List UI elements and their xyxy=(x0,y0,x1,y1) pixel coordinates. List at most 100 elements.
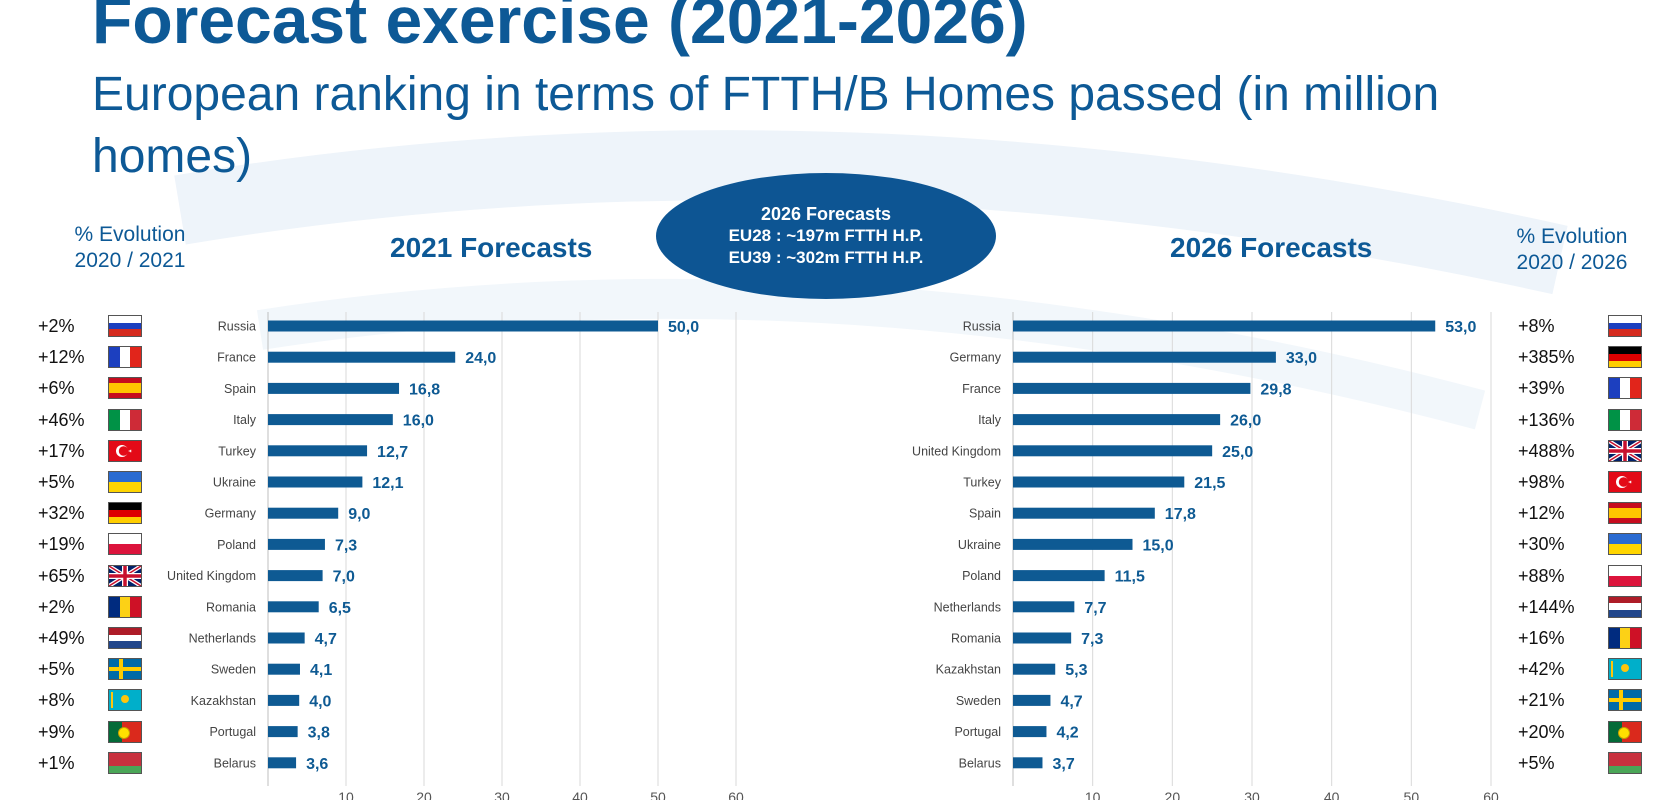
flag-netherlands-icon xyxy=(108,627,142,649)
evolution-value: +21% xyxy=(1518,690,1565,711)
data-label: 15,0 xyxy=(1143,537,1174,554)
category-label: Kazakhstan xyxy=(191,694,256,708)
bar-poland xyxy=(268,538,325,550)
flag-spain-icon xyxy=(1608,502,1642,525)
chart-title-2026: 2026 Forecasts xyxy=(1170,232,1373,263)
category-label: Spain xyxy=(224,382,256,396)
x-tick-label: 60 xyxy=(1483,789,1499,800)
category-label: Ukraine xyxy=(958,538,1001,552)
flag-turkey-icon xyxy=(1608,471,1642,493)
x-tick-label: 20 xyxy=(416,789,432,800)
bar-portugal xyxy=(1013,726,1047,738)
evolution-value: +6% xyxy=(38,378,75,399)
flag-united-kingdom-icon xyxy=(1608,439,1642,462)
flag-romania-icon xyxy=(108,595,142,618)
category-label: Romania xyxy=(951,632,1001,646)
x-tick-label: 50 xyxy=(650,789,666,800)
data-label: 3,7 xyxy=(1052,756,1074,773)
evolution-value: +5% xyxy=(38,472,75,492)
bar-france xyxy=(1013,382,1251,394)
evolution-value: +30% xyxy=(1518,534,1565,555)
flag-france-icon xyxy=(108,346,142,369)
evolution-value: +12% xyxy=(1518,503,1565,524)
page-title: Forecast exercise (2021-2026) xyxy=(92,0,1028,57)
evolution-value: +20% xyxy=(1518,721,1565,742)
data-label: 3,8 xyxy=(308,725,330,742)
data-label: 5,3 xyxy=(1065,662,1087,679)
evolution-value: +8% xyxy=(1518,316,1555,336)
category-label: Netherlands xyxy=(934,600,1001,614)
x-tick-label: 10 xyxy=(338,789,354,800)
bar-ukraine xyxy=(1013,538,1133,550)
category-label: Portugal xyxy=(954,725,1001,739)
bar-kazakhstan xyxy=(1013,663,1056,675)
category-label: Italy xyxy=(233,413,257,427)
bar-sweden xyxy=(1013,694,1051,706)
flag-sweden-icon xyxy=(108,658,142,681)
evolution-value: +5% xyxy=(38,659,75,680)
flag-united-kingdom-icon xyxy=(108,564,142,587)
x-tick-label: 40 xyxy=(1324,789,1340,800)
bar-portugal xyxy=(268,726,298,738)
flag-poland-icon xyxy=(108,533,142,556)
bar-russia xyxy=(268,320,658,332)
data-label: 53,0 xyxy=(1445,319,1476,336)
evolution-value: +65% xyxy=(38,565,85,586)
category-label: Italy xyxy=(978,413,1002,427)
bar-spain xyxy=(268,382,400,394)
evolution-column-2026: +8% +385% +39% +136% +488% +98% +12% +30% +88% +1… xyxy=(1518,0,1642,800)
category-label: United Kingdom xyxy=(167,569,256,583)
category-label: Poland xyxy=(217,538,256,552)
evolution-header-line: % Evolution xyxy=(1516,225,1628,248)
data-label: 7,0 xyxy=(333,569,355,586)
x-tick-label: 20 xyxy=(1165,789,1181,800)
flag-ukraine-icon xyxy=(108,471,142,493)
category-label: United Kingdom xyxy=(912,444,1001,458)
category-label: Turkey xyxy=(963,476,1001,490)
bar-netherlands xyxy=(268,632,305,644)
flag-italy-icon xyxy=(108,408,142,431)
evolution-value: +39% xyxy=(1518,378,1565,399)
bar-united-kingdom xyxy=(1013,445,1213,457)
flag-portugal-icon xyxy=(108,720,142,743)
category-label: Germany xyxy=(950,351,1002,365)
x-tick-label: 30 xyxy=(1244,789,1260,800)
bar-germany xyxy=(268,507,339,519)
evolution-value: +17% xyxy=(38,440,85,461)
evolution-header-2021: % Evolution 2020 / 2021 xyxy=(45,222,215,274)
data-label: 4,7 xyxy=(315,631,337,648)
x-tick-label: 40 xyxy=(572,789,588,800)
data-label: 21,5 xyxy=(1194,475,1225,492)
category-label: Netherlands xyxy=(189,632,256,646)
flag-italy-icon xyxy=(1608,408,1642,431)
flag-turkey-icon xyxy=(108,439,142,462)
page-subtitle: European ranking in terms of FTTH/B Home… xyxy=(92,68,1440,183)
bar-belarus xyxy=(1013,757,1043,769)
evolution-value: +2% xyxy=(38,596,75,617)
data-label: 7,3 xyxy=(335,537,357,554)
bar-turkey xyxy=(1013,476,1185,488)
x-tick-label: 60 xyxy=(728,789,744,800)
data-label: 50,0 xyxy=(668,319,699,336)
category-label: Germany xyxy=(205,507,257,521)
callout-line-eu28: EU28 : ~197m FTTH H.P. xyxy=(728,226,924,245)
flag-portugal-icon xyxy=(1608,720,1642,743)
flag-germany-icon xyxy=(108,502,142,525)
data-label: 16,0 xyxy=(403,413,434,430)
evolution-value: +5% xyxy=(1518,752,1555,773)
data-label: 4,2 xyxy=(1056,725,1078,742)
flag-russia-icon xyxy=(108,315,142,337)
bar-italy xyxy=(1013,414,1221,426)
data-label: 12,7 xyxy=(377,444,408,461)
data-label: 17,8 xyxy=(1165,506,1196,523)
category-label: France xyxy=(217,351,256,365)
evolution-value: +46% xyxy=(38,409,85,430)
data-label: 4,0 xyxy=(309,693,331,710)
data-label: 6,5 xyxy=(329,600,351,617)
evolution-header-line: 2020 / 2026 xyxy=(1516,251,1628,274)
category-label: Turkey xyxy=(218,444,256,458)
category-label: Russia xyxy=(218,320,256,334)
data-label: 29,8 xyxy=(1260,381,1291,398)
evolution-value: +19% xyxy=(38,534,85,555)
category-label: France xyxy=(962,382,1001,396)
